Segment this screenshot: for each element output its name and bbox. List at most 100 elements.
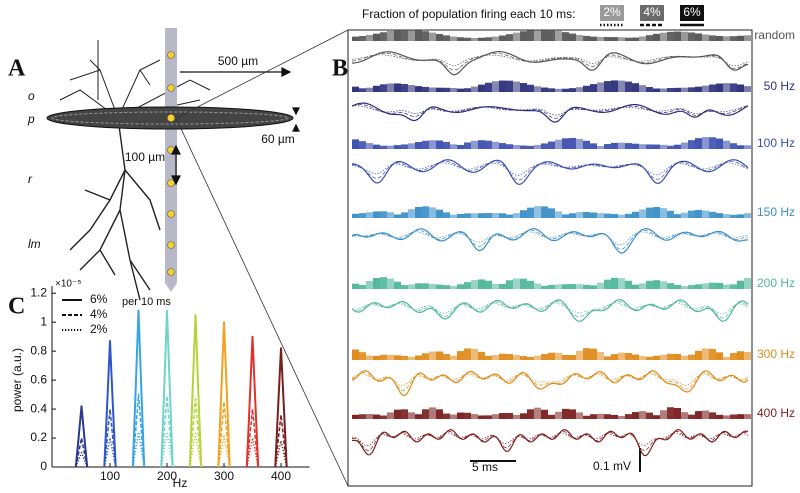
- activity-bar: [667, 145, 674, 149]
- distance-label: 60 µm: [261, 132, 295, 146]
- activity-bar: [562, 354, 569, 360]
- activity-bar: [541, 87, 548, 92]
- activity-bar: [555, 88, 562, 92]
- activity-bar: [436, 209, 443, 218]
- activity-bar: [359, 284, 366, 289]
- activity-bar: [723, 214, 730, 218]
- activity-bar: [506, 34, 513, 41]
- activity-bar: [723, 83, 730, 92]
- activity-bar: [478, 37, 485, 41]
- activity-bar: [478, 140, 485, 149]
- activity-bar: [716, 282, 723, 289]
- activity-bar: [625, 81, 632, 92]
- activity-bar: [541, 29, 548, 41]
- activity-bar: [569, 33, 576, 41]
- activity-bar: [625, 280, 632, 289]
- activity-bar: [527, 145, 534, 149]
- activity-bar: [380, 145, 387, 149]
- activity-bar: [408, 412, 415, 419]
- activity-bar: [576, 350, 583, 360]
- activity-bar: [394, 214, 401, 218]
- activity-bar: [730, 414, 737, 419]
- activity-bar: [471, 86, 478, 92]
- activity-bar: [415, 414, 422, 419]
- activity-bar: [513, 213, 520, 218]
- lfp-trace: [351, 300, 749, 319]
- activity-bar: [744, 145, 751, 149]
- activity-bar: [653, 415, 660, 419]
- activity-bar: [513, 278, 520, 289]
- activity-bar: [450, 214, 457, 218]
- activity-bar: [695, 86, 702, 92]
- activity-bar: [415, 141, 422, 149]
- activity-bar: [681, 142, 688, 149]
- activity-bar: [471, 37, 478, 41]
- lfp-trace: [351, 52, 749, 71]
- spectrum-line: [74, 405, 89, 468]
- activity-bar: [681, 212, 688, 218]
- activity-bar: [632, 211, 639, 218]
- activity-bar: [688, 285, 695, 289]
- activity-bar: [737, 145, 744, 149]
- activity-bar: [457, 351, 464, 360]
- activity-bar: [429, 351, 436, 360]
- row-label: 300 Hz: [757, 347, 795, 361]
- activity-bar: [499, 283, 506, 289]
- layer-label: o: [28, 89, 35, 103]
- activity-bar: [674, 31, 681, 41]
- activity-bar: [415, 355, 422, 360]
- activity-bar: [492, 414, 499, 419]
- activity-bar: [597, 413, 604, 419]
- activity-bar: [373, 278, 380, 289]
- activity-bar: [513, 355, 520, 360]
- activity-bar: [688, 210, 695, 218]
- activity-bar: [408, 284, 415, 289]
- activity-bar: [485, 213, 492, 218]
- activity-bar: [471, 348, 478, 360]
- activity-bar: [716, 83, 723, 92]
- activity-bar: [695, 411, 702, 419]
- activity-bar: [450, 414, 457, 419]
- activity-bar: [534, 206, 541, 218]
- activity-bar: [660, 88, 667, 92]
- activity-bar: [723, 415, 730, 419]
- activity-bar: [625, 143, 632, 149]
- spectrum-line: [189, 398, 202, 468]
- activity-bar: [744, 86, 751, 92]
- activity-bar: [527, 207, 534, 218]
- activity-bar: [604, 213, 611, 218]
- activity-bar: [744, 277, 751, 289]
- panel-label: C: [8, 294, 25, 320]
- activity-bar: [618, 415, 625, 419]
- y-tick-label: 0.4: [30, 401, 47, 415]
- y-tick-label: 0.6: [30, 372, 47, 386]
- spectrum-line: [189, 432, 202, 468]
- activity-bar: [576, 412, 583, 419]
- activity-bar: [723, 356, 730, 360]
- activity-bar: [520, 356, 527, 360]
- activity-bar: [492, 141, 499, 149]
- activity-bar: [611, 214, 618, 218]
- activity-bar: [646, 356, 653, 360]
- activity-bar: [583, 348, 590, 360]
- activity-bar: [373, 414, 380, 419]
- layer-label: p: [27, 112, 35, 126]
- activity-bar: [443, 413, 450, 419]
- activity-bar: [415, 86, 422, 92]
- legend-label: 4%: [90, 307, 108, 321]
- legend-swatch: [600, 5, 624, 21]
- activity-bar: [366, 355, 373, 360]
- activity-bar: [352, 139, 359, 149]
- activity-bar: [513, 145, 520, 149]
- spectrum-line: [132, 393, 145, 468]
- activity-bar: [562, 88, 569, 92]
- activity-bar: [709, 282, 716, 289]
- legend-swatch: [680, 5, 704, 21]
- activity-bar: [464, 282, 471, 289]
- activity-bar: [485, 140, 492, 149]
- activity-bar: [401, 409, 408, 419]
- spectrum-line: [160, 309, 174, 468]
- activity-bar: [737, 351, 744, 360]
- activity-bar: [415, 30, 422, 41]
- activity-bar: [576, 87, 583, 92]
